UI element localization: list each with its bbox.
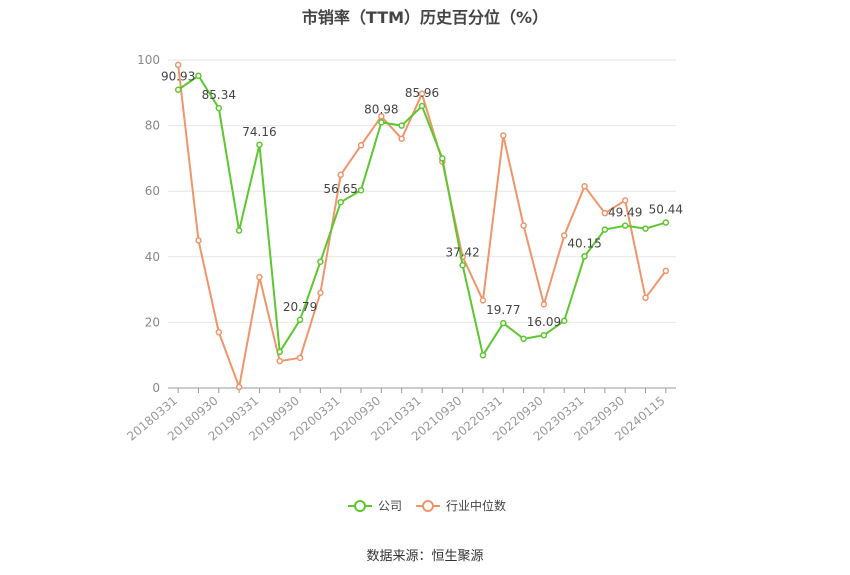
legend-label: 行业中位数: [446, 498, 506, 513]
data-point: [459, 262, 466, 269]
data-point: [540, 331, 548, 339]
data-point: [296, 354, 304, 362]
data-point: [195, 237, 202, 244]
data-label: 37.42: [445, 245, 479, 259]
data-point: [642, 294, 649, 302]
data-point: [276, 348, 284, 356]
data-point: [256, 273, 263, 281]
data-point: [398, 122, 405, 129]
x-tick-labels: 2018033120180930201903312019093020200331…: [124, 394, 667, 444]
data-label: 19.77: [486, 303, 520, 317]
data-point: [662, 267, 670, 275]
legend[interactable]: 公司 行业中位数: [348, 498, 506, 513]
y-tick-label: 40: [145, 250, 160, 264]
axes: [168, 387, 676, 393]
data-point: [500, 319, 507, 327]
data-labels: 90.93 85.34 74.16 20.79 56.65 80.98 85.96 37.42…: [161, 70, 683, 329]
series-line-1: [177, 64, 667, 389]
data-point: [337, 171, 344, 179]
data-label: 50.44: [649, 203, 683, 217]
data-point: [479, 297, 487, 304]
legend-item-0[interactable]: 公司: [348, 499, 402, 513]
data-point: [418, 90, 426, 98]
data-point: [235, 383, 243, 391]
y-tick-label: 80: [145, 119, 160, 133]
data-label: 16.09: [527, 315, 561, 329]
data-point: [215, 328, 223, 336]
y-tick-label: 100: [137, 53, 160, 67]
legend-item-1[interactable]: 行业中位数: [416, 498, 506, 513]
data-label: 56.65: [324, 182, 358, 196]
data-point: [439, 155, 446, 162]
data-point: [378, 119, 385, 126]
legend-swatch-marker: [422, 500, 434, 512]
y-tick-label: 60: [145, 184, 160, 198]
series-line-0: [177, 74, 667, 357]
data-point: [195, 72, 202, 79]
data-point: [357, 142, 365, 149]
data-label: 74.16: [242, 125, 276, 139]
data-point: [378, 113, 385, 120]
data-point: [500, 132, 507, 139]
data-point: [520, 222, 527, 229]
data-label: 85.96: [405, 86, 439, 100]
data-point: [540, 301, 548, 308]
source-note: 数据来源：恒生聚源: [366, 549, 484, 564]
legend-swatch-marker: [354, 500, 366, 512]
data-point: [398, 135, 405, 142]
data-point: [581, 183, 588, 190]
y-tick-labels: 0 20 40 60 80 100: [137, 53, 160, 395]
series-layer: [174, 61, 670, 391]
data-point: [357, 186, 365, 194]
y-tick-label: 0: [152, 381, 160, 395]
data-label: 80.98: [364, 102, 398, 116]
data-point: [296, 316, 304, 324]
data-point: [337, 198, 344, 206]
y-tick-label: 20: [145, 315, 160, 329]
data-label: 49.49: [608, 206, 642, 220]
data-point: [256, 141, 263, 149]
data-point: [317, 258, 324, 265]
data-point: [276, 357, 284, 365]
data-label: 85.34: [202, 88, 236, 102]
data-point: [601, 209, 609, 217]
data-point: [479, 351, 487, 359]
data-point: [581, 253, 588, 260]
data-point: [520, 335, 527, 343]
data-label: 90.93: [161, 70, 195, 84]
data-point: [317, 289, 324, 297]
data-label: 20.79: [283, 300, 317, 314]
data-point: [235, 227, 243, 234]
data-point: [174, 61, 182, 69]
data-point: [642, 225, 649, 232]
data-point: [621, 222, 629, 229]
data-point: [174, 86, 182, 93]
data-point: [621, 197, 629, 204]
data-point: [601, 226, 609, 233]
data-point: [560, 232, 568, 239]
data-point: [560, 317, 568, 325]
grid-lines: [168, 59, 676, 323]
chart-title: 市销率（TTM）历史百分位（%）: [301, 8, 549, 27]
data-point: [215, 104, 223, 112]
data-label: 40.15: [567, 236, 601, 250]
data-point: [418, 102, 426, 110]
legend-label: 公司: [378, 499, 402, 513]
data-point: [662, 219, 670, 226]
